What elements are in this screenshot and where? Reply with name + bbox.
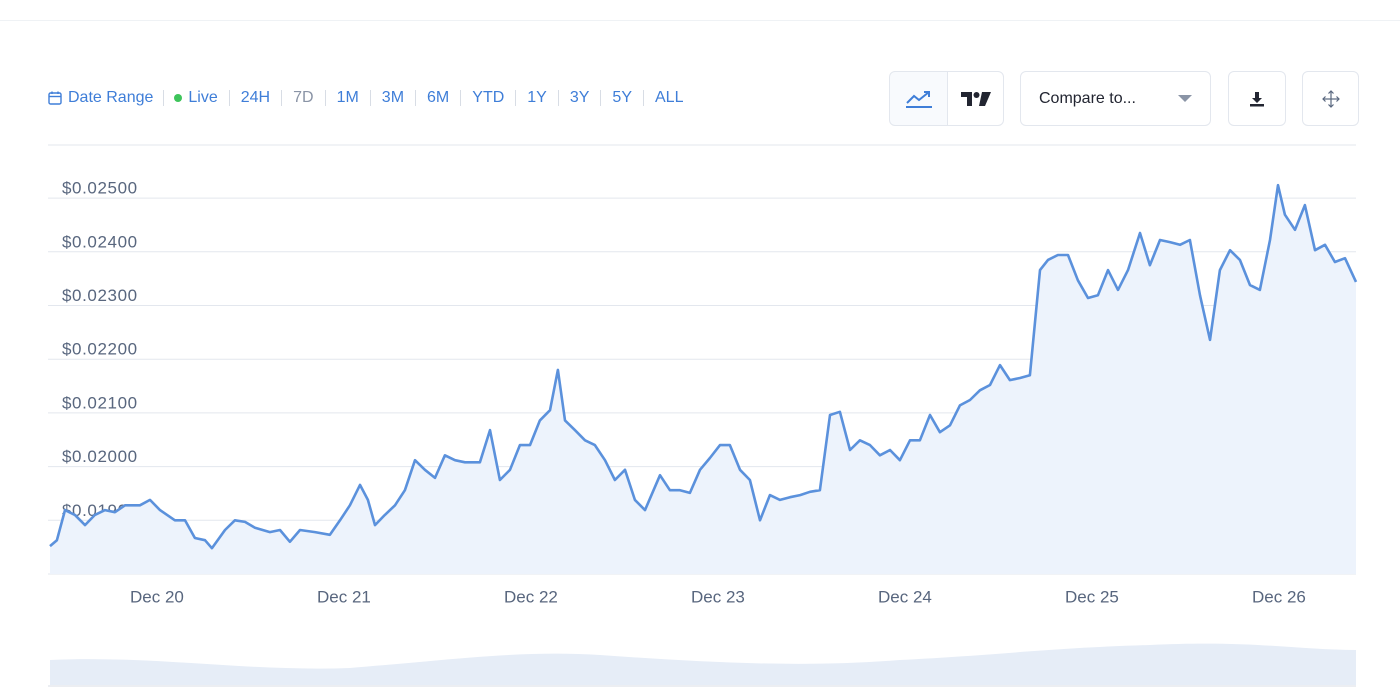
price-line xyxy=(49,183,1358,550)
top-divider xyxy=(0,20,1400,21)
range-button[interactable]: 3Y xyxy=(557,90,601,106)
date-range[interactable]: Date Range xyxy=(48,89,153,107)
y-tick-label: $0.01900 xyxy=(62,501,138,520)
x-tick-label: Dec 23 xyxy=(691,587,745,606)
y-tick-label: $0.02500 xyxy=(62,179,138,198)
x-tick-label: Dec 20 xyxy=(130,587,184,606)
y-tick-label: $0.02200 xyxy=(62,340,138,359)
x-tick-label: Dec 25 xyxy=(1065,587,1119,606)
separator xyxy=(163,90,165,106)
y-tick-label: $0.02000 xyxy=(62,447,138,466)
range-button[interactable]: 1M xyxy=(324,90,370,106)
dropdown-caret xyxy=(1178,94,1192,102)
x-tick-label: Dec 21 xyxy=(317,587,371,606)
range-button[interactable]: 24H xyxy=(228,90,281,106)
tradingview-icon xyxy=(960,91,991,106)
compare-dropdown[interactable]: Compare to... xyxy=(1020,71,1211,126)
toolbar: Date Range Live 24H 7D 1M 3M 6M YTD 1Y 3Y 5Y ALL xyxy=(48,86,694,110)
range-button[interactable]: 1Y xyxy=(515,90,558,106)
compare-label: Compare to... xyxy=(1039,89,1136,107)
live-label: Live xyxy=(188,89,218,106)
line-chart-icon xyxy=(905,90,932,108)
range-buttons: 24H 7D 1M 3M 6M YTD 1Y 3Y 5Y ALL xyxy=(228,90,695,106)
range-button[interactable]: 6M xyxy=(415,90,460,106)
tradingview-button[interactable] xyxy=(947,71,1004,126)
y-tick-label: $0.02400 xyxy=(62,232,138,251)
date-range-label: Date Range xyxy=(68,89,154,106)
download-button[interactable] xyxy=(1228,71,1286,126)
range-button[interactable]: 7D xyxy=(281,90,324,106)
range-button[interactable]: 3M xyxy=(369,90,415,106)
x-tick-label: Dec 26 xyxy=(1252,587,1306,606)
y-tick-label: $0.01800 xyxy=(62,554,138,573)
x-tick-label: Dec 22 xyxy=(504,587,558,606)
live[interactable]: Live xyxy=(174,89,218,107)
range-button[interactable]: ALL xyxy=(643,90,694,106)
price-area xyxy=(50,185,1356,574)
y-tick-label: $0.02300 xyxy=(62,286,138,305)
download-icon xyxy=(1250,91,1264,106)
fullscreen-button[interactable] xyxy=(1302,71,1359,126)
navigator-area xyxy=(50,643,1356,685)
x-tick-label: Dec 24 xyxy=(878,587,932,606)
line-chart-button[interactable] xyxy=(889,71,948,126)
y-tick-label: $0.02100 xyxy=(62,393,138,412)
range-button[interactable]: YTD xyxy=(460,90,515,106)
move-icon xyxy=(1321,89,1340,108)
range-button[interactable]: 5Y xyxy=(600,90,643,106)
live-dot xyxy=(174,94,183,102)
calendar-icon xyxy=(48,91,62,105)
